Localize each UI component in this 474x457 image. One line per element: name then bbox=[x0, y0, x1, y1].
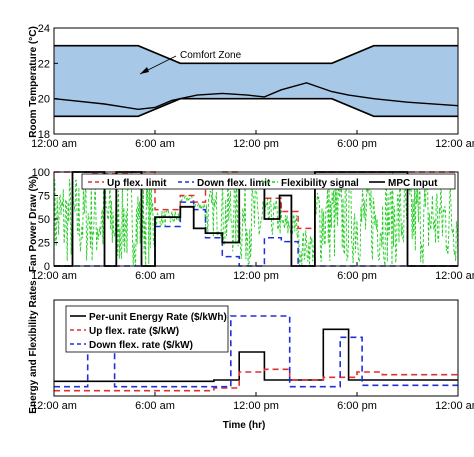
x-tick-label: 12:00 pm bbox=[233, 270, 279, 282]
y-tick-label: 50 bbox=[38, 214, 50, 226]
x-tick-label: 6:00 pm bbox=[337, 400, 377, 412]
y-axis-label: Room Temperature (°C) bbox=[28, 26, 39, 138]
x-tick-label: 12:00 am bbox=[31, 138, 77, 150]
legend: Up flex. limit Down flex. limit Flexibil… bbox=[81, 173, 456, 190]
energy-rate-line bbox=[54, 328, 458, 383]
comfort-zone-annotation: Comfort Zone bbox=[180, 50, 242, 61]
x-tick-label: 12:00 am bbox=[31, 270, 77, 282]
annotation-arrowhead bbox=[140, 67, 149, 74]
y-axis-label: Fan Power Draw (%) bbox=[28, 176, 39, 272]
y-tick-label: 0 bbox=[44, 261, 50, 273]
x-tick-label: 12:00 am bbox=[31, 400, 77, 412]
x-tick-label: 12:00 am bbox=[435, 270, 474, 282]
x-tick-label: 12:00 pm bbox=[233, 138, 279, 150]
rates-panel: Energy and Flexibility Rates Time (hr) 1… bbox=[28, 280, 474, 431]
x-tick-label: 12:00 pm bbox=[233, 400, 279, 412]
y-axis-label: Energy and Flexibility Rates bbox=[28, 280, 39, 414]
legend-label: Per-unit Energy Rate ($/kWh) bbox=[89, 312, 227, 323]
fan-power-panel: Fan Power Draw (%) 12:00 am 6:00 am 12:00 … bbox=[28, 167, 474, 282]
temperature-line bbox=[53, 82, 459, 111]
x-tick-label: 6:00 am bbox=[135, 400, 175, 412]
x-axis-label: Time (hr) bbox=[223, 420, 266, 431]
y-tick-label: 20 bbox=[38, 94, 50, 106]
comfort-lower-line bbox=[54, 97, 458, 118]
down-flex-rate-line bbox=[54, 315, 458, 388]
y-tick-label: 18 bbox=[38, 129, 50, 141]
y-tick-label: 25 bbox=[38, 238, 50, 250]
mpc-input-line bbox=[54, 171, 458, 267]
legend: Per-unit Energy Rate ($/kWh) Up flex. ra… bbox=[65, 305, 229, 353]
x-tick-label: 12:00 am bbox=[435, 400, 474, 412]
y-tick-label: 22 bbox=[38, 58, 50, 70]
down-flex-limit-line bbox=[54, 201, 458, 267]
up-flex-rate-line bbox=[54, 368, 458, 392]
y-tick-label: 75 bbox=[38, 191, 50, 203]
legend-label: MPC Input bbox=[388, 178, 438, 189]
comfort-zone-band bbox=[54, 45, 458, 117]
x-tick-label: 6:00 pm bbox=[337, 138, 377, 150]
legend-box bbox=[65, 305, 229, 353]
comfort-upper-line bbox=[54, 44, 458, 65]
legend-label: Flexibility signal bbox=[281, 178, 359, 189]
temperature-panel: Room Temperature (°C) Comfort Zone 12:00… bbox=[28, 23, 474, 150]
legend-label: Up flex. rate ($/kW) bbox=[89, 326, 179, 337]
legend-label: Down flex. limit bbox=[197, 178, 271, 189]
x-tick-label: 6:00 pm bbox=[337, 270, 377, 282]
legend-label: Up flex. limit bbox=[107, 178, 167, 189]
y-tick-label: 24 bbox=[38, 23, 50, 35]
x-tick-label: 6:00 am bbox=[135, 270, 175, 282]
x-tick-label: 6:00 am bbox=[135, 138, 175, 150]
y-tick-label: 100 bbox=[32, 167, 50, 179]
x-tick-label: 12:00 am bbox=[435, 138, 474, 150]
legend-label: Down flex. rate ($/kW) bbox=[89, 340, 193, 351]
